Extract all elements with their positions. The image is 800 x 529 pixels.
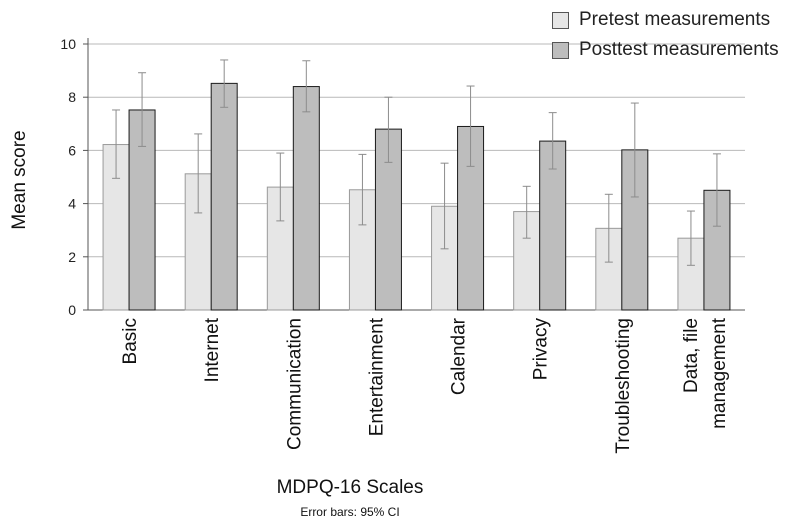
- legend-swatch-pretest: [552, 12, 569, 29]
- legend-swatch-posttest: [552, 42, 569, 59]
- x-tick-label: Communication: [284, 318, 305, 450]
- y-axis-label: Mean score: [9, 130, 30, 230]
- y-tick-label: 4: [68, 196, 76, 212]
- x-tick-label: Troubleshooting: [613, 318, 634, 454]
- x-tick-label: Entertainment: [366, 317, 387, 436]
- x-tick-label: Basic: [120, 318, 141, 364]
- bar-posttest: [292, 86, 320, 311]
- x-tick-label: Privacy: [531, 318, 552, 381]
- y-tick-label: 6: [68, 142, 76, 158]
- error-bar-note: Error bars: 95% CI: [300, 505, 400, 519]
- legend-label-pretest: Pretest measurements: [579, 9, 771, 30]
- y-tick-label: 2: [68, 249, 76, 265]
- x-tick-label: Calendar: [449, 317, 470, 395]
- y-tick-label: 10: [60, 36, 76, 52]
- bar-posttest: [210, 82, 238, 311]
- y-tick-label: 0: [68, 302, 76, 318]
- x-axis-label: MDPQ-16 Scales: [276, 477, 424, 498]
- legend-label-posttest: Posttest measurements: [579, 39, 779, 60]
- y-tick-label: 8: [68, 89, 76, 105]
- x-tick-label: Data, file management: [681, 317, 730, 429]
- x-tick-label: Internet: [202, 317, 223, 382]
